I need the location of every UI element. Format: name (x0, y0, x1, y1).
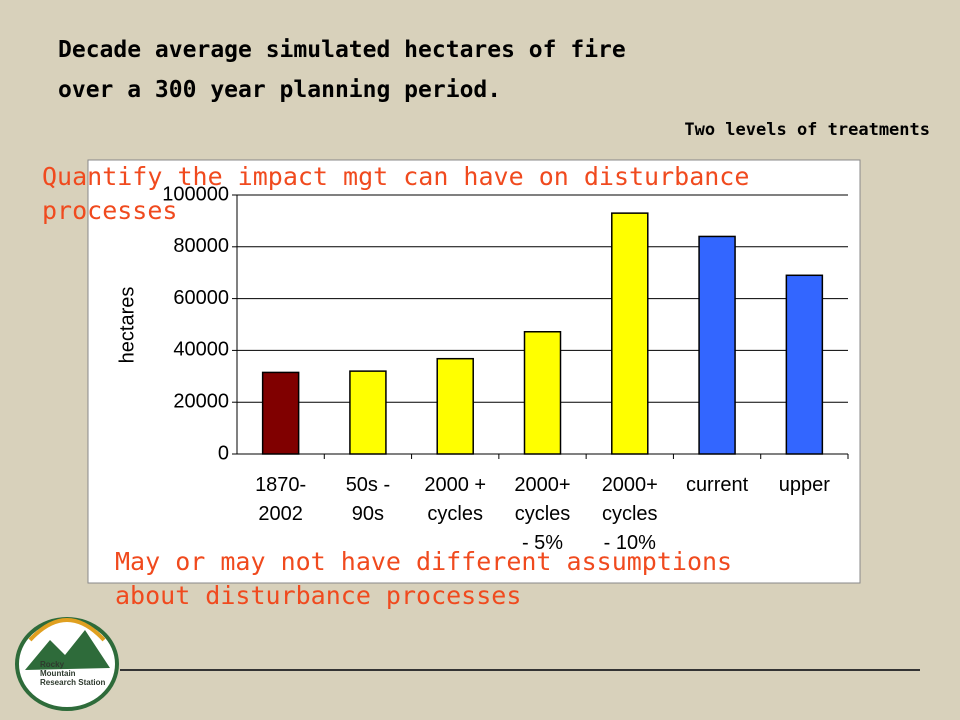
title-line: over a 300 year planning period. (58, 77, 502, 103)
bar (261, 371, 300, 455)
note: May or may not have different assumption… (115, 547, 733, 610)
logo-text: Rocky Mountain Research Station (40, 660, 105, 687)
bar (611, 212, 649, 455)
x-tick-label: 2000 + cycles (424, 474, 486, 525)
y-tick-label: 100000 (162, 183, 229, 205)
logo-line: Research Station (40, 678, 106, 687)
subtitle: Two levels of treatments (684, 120, 930, 140)
y-tick-label: 80000 (173, 235, 229, 257)
note: Quantify the impact mgt can have on dist… (42, 162, 750, 225)
bar (523, 331, 562, 455)
bar (349, 370, 387, 455)
bar (436, 357, 474, 455)
bar (698, 235, 736, 455)
x-tick-label: 2000+ cycles - 10% (602, 474, 658, 554)
title-line: Decade average simulated hectares of fir… (58, 37, 626, 63)
x-tick-label: upper (779, 474, 830, 496)
logo-line: Mountain (40, 669, 76, 678)
y-tick-label: 0 (218, 442, 229, 464)
x-tick-label: 2000+ cycles - 5% (514, 474, 570, 554)
y-tick-label: 20000 (173, 390, 229, 412)
y-tick-label: 40000 (173, 339, 229, 361)
y-axis-label: hectares (116, 287, 138, 364)
x-tick-label: current (686, 474, 749, 496)
x-tick-label: 1870-2002 (255, 474, 306, 525)
logo-line: Rocky (40, 660, 65, 669)
y-tick-label: 60000 (173, 287, 229, 309)
title: Decade average simulated hectares of fir… (58, 30, 626, 110)
logo (15, 617, 119, 711)
bar (785, 274, 824, 455)
x-tick-label: 50s -90s (346, 474, 390, 525)
